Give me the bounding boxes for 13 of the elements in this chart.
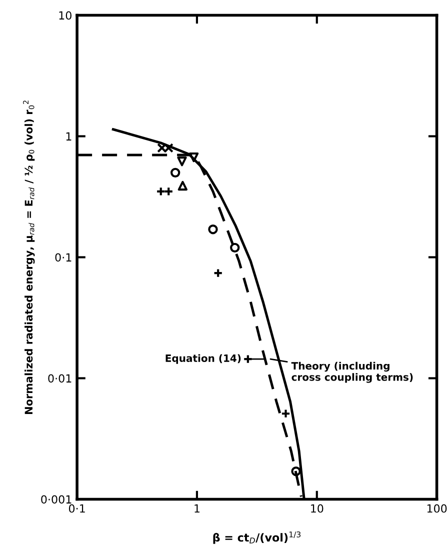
annotation: Equation (14) [166,354,241,364]
annotation: Theory (including cross coupling terms) [291,362,413,383]
y-tick-label: 0·1 [55,253,72,262]
y-tick-label: 0·01 [48,374,72,383]
y-tick-label: 1 [66,132,72,140]
x-axis-title: β = ct$_{D}$/(vol)$^{1/3}$ [213,532,301,544]
text: Normalized radiated energy, μ$_{rad}$ = E$_{rad}$ / ½ ρ$_{0}$ (vol) r$_{0}$$^{2}$ [23,100,35,414]
x-tick-label: 1 [194,504,200,513]
y-tick-label: 10 [59,11,72,20]
x-tick-label: 100 [427,504,447,513]
x-tick-label: 10 [311,504,324,513]
x-tick-label: 0·1 [68,504,85,513]
y-tick-label: 0·001 [41,495,72,504]
